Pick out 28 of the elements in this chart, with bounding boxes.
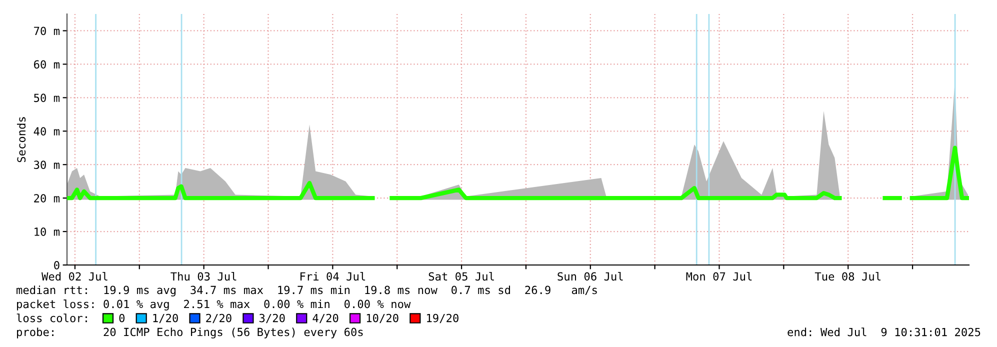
x-tick-label: Fri 04 Jul bbox=[300, 272, 366, 281]
text: probe: 20 ICMP Echo Pings (56 Bytes) every 60s bbox=[17, 328, 363, 338]
x-tick-label: Sat 05 Jul bbox=[428, 272, 494, 281]
x-tick-label: Thu 03 Jul bbox=[170, 272, 236, 281]
legend-label: 4/20 bbox=[312, 314, 338, 324]
y-tick-label: 0 bbox=[54, 261, 60, 270]
text: packet loss: 0.01 % avg 2.51 % max 0.00 % min 0.00 % now bbox=[17, 300, 411, 310]
text: end: Wed Jul 9 10:31:01 2025 bbox=[788, 328, 980, 336]
y-tick-label: 60 m bbox=[34, 60, 60, 69]
y-tick-label: 20 m bbox=[34, 194, 60, 202]
y-tick-label: 50 m bbox=[34, 94, 60, 102]
y-tick-label: 30 m bbox=[34, 160, 60, 170]
x-tick-label: Tue 08 Jul bbox=[814, 272, 880, 281]
x-tick-label: Wed 02 Jul bbox=[42, 272, 108, 281]
x-tick-label: Mon 07 Jul bbox=[686, 272, 752, 281]
text: median rtt: 19.9 ms avg 34.7 ms max 19.7 ms min 19.8 ms now 0.7 ms sd 26.9 am/s bbox=[16, 286, 597, 296]
y-tick-label: 10 m bbox=[34, 228, 60, 236]
y-tick-label: 70 m bbox=[34, 26, 60, 36]
legend-title: loss color: bbox=[16, 314, 87, 322]
legend-label: 19/20 bbox=[427, 314, 458, 324]
y-tick-label: 40 m bbox=[34, 127, 60, 136]
legend-label: 1/20 bbox=[153, 314, 178, 324]
x-tick-label: Sun 06 Jul bbox=[558, 272, 623, 281]
legend-label: 2/20 bbox=[206, 314, 232, 324]
legend-label: 10/20 bbox=[366, 314, 398, 324]
y-axis-title: Seconds bbox=[16, 117, 26, 162]
legend-label: 0 bbox=[119, 314, 125, 322]
legend-label: 3/20 bbox=[260, 314, 285, 324]
